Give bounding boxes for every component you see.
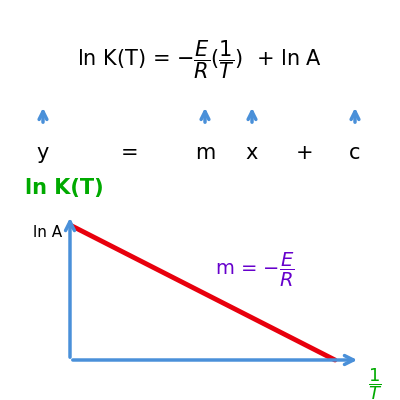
- Text: m = $-\dfrac{E}{R}$: m = $-\dfrac{E}{R}$: [215, 251, 295, 289]
- Text: $\dfrac{1}{T}$: $\dfrac{1}{T}$: [368, 366, 382, 400]
- Text: c: c: [349, 143, 361, 163]
- Text: x: x: [246, 143, 258, 163]
- Text: +: +: [296, 143, 314, 163]
- Text: ln K(T) = $-\dfrac{E}{R}$($\dfrac{1}{T}$)  + ln A: ln K(T) = $-\dfrac{E}{R}$($\dfrac{1}{T}$…: [78, 38, 322, 80]
- Text: =: =: [121, 143, 139, 163]
- Text: ln A: ln A: [33, 225, 62, 240]
- Text: y: y: [37, 143, 49, 163]
- Text: m: m: [195, 143, 215, 163]
- Text: ln K(T): ln K(T): [25, 178, 104, 198]
